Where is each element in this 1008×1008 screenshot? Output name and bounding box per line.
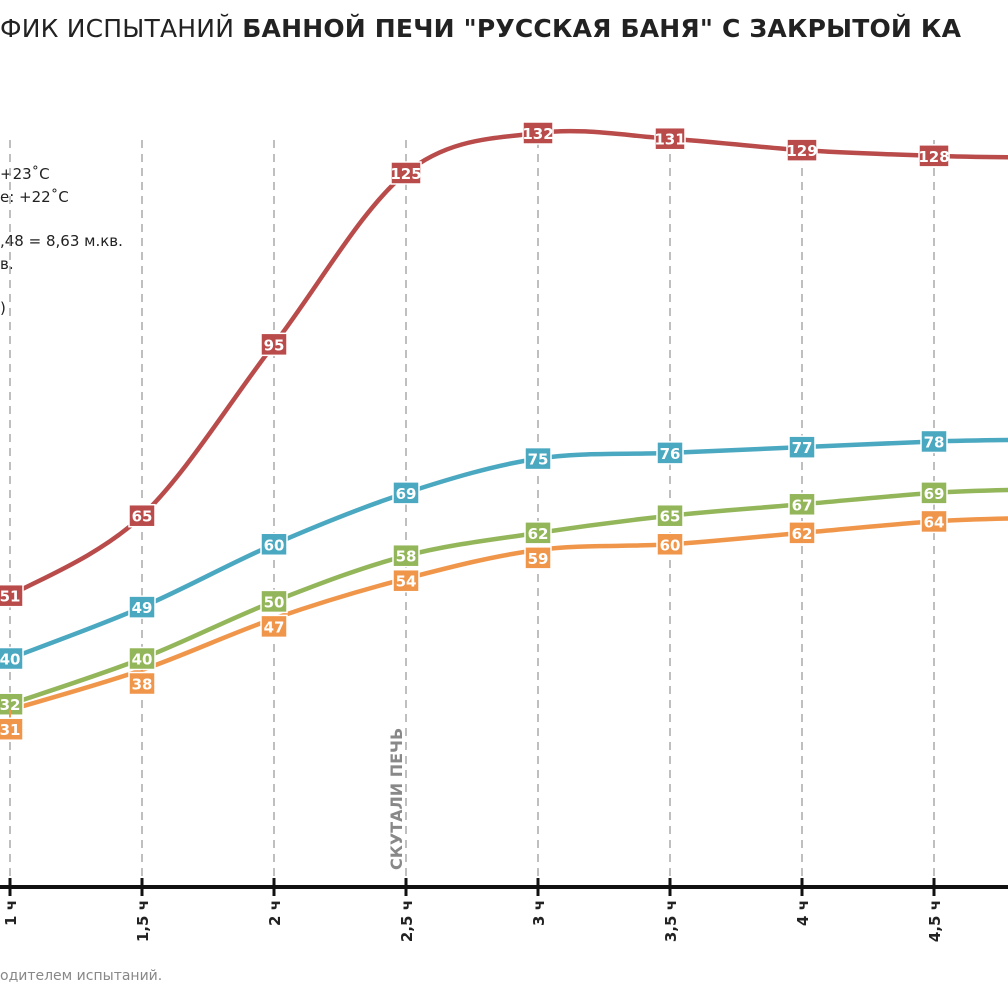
data-label: 65 (660, 508, 681, 526)
data-point-marker (788, 492, 816, 517)
data-point-marker (0, 583, 24, 608)
series-line (8, 128, 1008, 598)
data-point-marker (392, 481, 420, 505)
x-tick-label: 2 ч (266, 900, 284, 926)
data-point-marker (390, 161, 422, 185)
data-point-marker (0, 646, 24, 671)
data-point-marker (788, 435, 816, 459)
footer-note: одителем испытаний. (0, 968, 163, 984)
data-point-marker (656, 532, 684, 557)
data-label: 65 (132, 508, 153, 526)
title-bold: БАННОЙ ПЕЧИ "РУССКАЯ БАНЯ" С ЗАКРЫТОЙ КА (242, 14, 962, 43)
data-point-marker (920, 429, 948, 454)
data-label: 38 (132, 676, 153, 694)
data-label: 58 (396, 548, 417, 566)
note-line: ) (0, 299, 6, 317)
data-label: 76 (660, 445, 681, 463)
data-label: 32 (0, 696, 20, 714)
data-label: 60 (264, 536, 285, 554)
series-line (9, 437, 1008, 661)
data-label: 75 (528, 451, 549, 469)
data-label: 95 (264, 336, 285, 354)
x-tick-label: 1,5 ч (134, 900, 152, 942)
data-label: 54 (396, 573, 417, 591)
data-label: 128 (918, 148, 949, 166)
data-point-marker (128, 646, 156, 671)
data-point-marker (128, 595, 156, 619)
data-point-marker (524, 521, 552, 545)
note-line: ,48 = 8,63 м.кв. (0, 232, 123, 250)
data-point-marker (0, 717, 24, 741)
note-line: +23˚С (0, 165, 50, 183)
data-point-marker (656, 441, 684, 465)
data-label: 59 (528, 550, 549, 568)
data-label: 47 (264, 618, 285, 636)
data-point-marker (920, 481, 948, 505)
data-label: 62 (792, 525, 813, 543)
data-label: 62 (528, 525, 549, 543)
data-point-marker (392, 543, 420, 568)
data-label: 67 (792, 496, 813, 514)
x-tick-label: 3 ч (530, 900, 548, 926)
data-point-marker (392, 568, 420, 593)
data-point-marker (918, 144, 950, 168)
data-label: 31 (0, 721, 20, 739)
data-point-marker (524, 546, 552, 570)
data-point-marker (786, 138, 818, 162)
data-point-marker (920, 509, 948, 534)
title-regular: ФИК ИСПЫТАНИЙ (0, 14, 243, 43)
data-point-marker (788, 521, 816, 545)
data-label: 51 (0, 588, 20, 606)
data-point-marker (260, 332, 288, 357)
x-tick-label: 4,5 ч (926, 900, 944, 942)
chart-title: ФИК ИСПЫТАНИЙ БАННОЙ ПЕЧИ "РУССКАЯ БАНЯ"… (0, 14, 961, 43)
data-label: 49 (132, 599, 153, 617)
data-point-marker (260, 614, 288, 639)
data-label: 40 (0, 651, 20, 669)
data-point-marker (524, 446, 552, 471)
x-tick-label: 3,5 ч (662, 900, 680, 942)
data-label: 60 (660, 536, 681, 554)
annotation-label: СКУТАЛИ ПЕЧЬ (387, 728, 406, 870)
data-label: 129 (786, 142, 817, 160)
data-label: 125 (390, 165, 421, 183)
data-point-marker (128, 671, 156, 696)
data-label: 40 (132, 651, 153, 669)
data-label: 78 (924, 433, 945, 451)
data-label: 69 (396, 485, 417, 503)
data-label: 50 (264, 593, 285, 611)
x-tick-label: 2,5 ч (398, 900, 416, 942)
series-line (9, 516, 1008, 713)
data-label: 64 (924, 513, 945, 531)
note-line: e: +22˚С (0, 188, 69, 206)
x-tick-label: 4 ч (794, 900, 812, 926)
x-tick-label: 1 ч (2, 900, 20, 926)
data-label: 131 (654, 131, 685, 149)
data-label: 132 (522, 125, 553, 143)
data-point-marker (522, 121, 554, 145)
data-point-marker (654, 126, 686, 151)
data-point-marker (260, 532, 288, 557)
data-label: 69 (924, 485, 945, 503)
data-point-marker (260, 589, 288, 614)
data-label: 77 (792, 439, 813, 457)
data-point-marker (656, 503, 684, 528)
data-point-marker (128, 503, 156, 528)
